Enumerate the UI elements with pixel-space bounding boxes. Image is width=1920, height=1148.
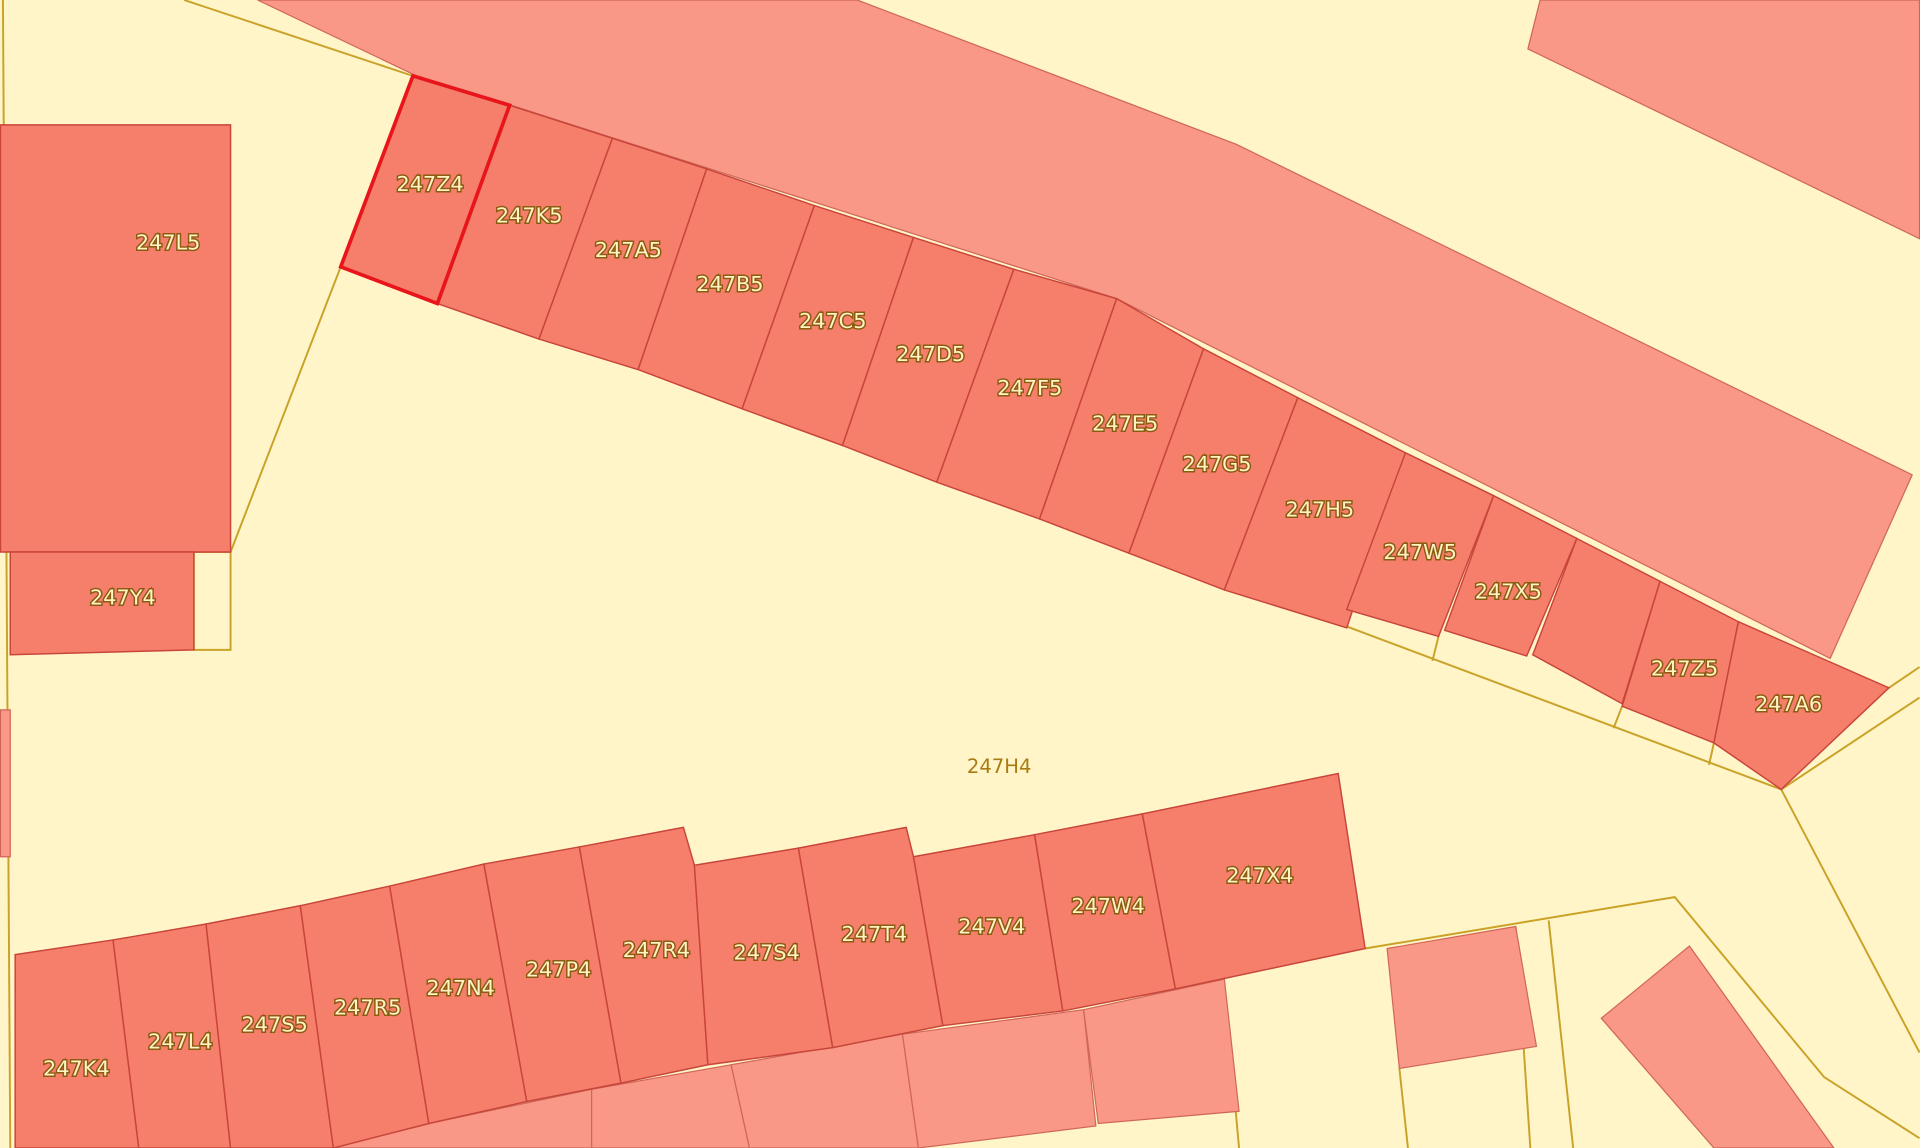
parcel-labels: 247Z4 247K5 247A5 247B5 247C5 247D5 247F… (42, 170, 1824, 1082)
parcel-line (1888, 666, 1920, 689)
parcel-label: 247S5 (242, 1013, 308, 1037)
parcel-label: 247A5 (595, 238, 662, 262)
parcel[interactable] (1345, 451, 1495, 638)
parcel-line (1547, 920, 1575, 1148)
parcel-label: 247X5 (1475, 579, 1542, 603)
parcel-label: 247K4 (43, 1057, 110, 1081)
parcel-label: 247E5 (1092, 412, 1158, 436)
parcel-line (183, 0, 414, 77)
parcel-label: 247H5 (1286, 497, 1355, 521)
parcel-label: 247R5 (334, 995, 401, 1019)
parcel-line (1364, 896, 1920, 1140)
parcel-label: 247T4 (842, 922, 908, 946)
parcel[interactable] (112, 923, 232, 1148)
building (901, 1009, 1097, 1148)
parcel-label: 247N4 (426, 976, 494, 1000)
parcel-label: 247V4 (958, 915, 1025, 939)
parcel-label: 247C5 (799, 309, 866, 333)
parcel[interactable] (1223, 396, 1407, 629)
parcel-label: 247G5 (1182, 452, 1251, 476)
parcel-label: 247B5 (696, 272, 763, 296)
parcel-label: 247R4 (623, 938, 690, 962)
parcel-line (1612, 705, 1624, 729)
parcel-label: 247H4 (967, 755, 1032, 778)
parcel-label: 247L5 (136, 231, 201, 255)
parcel[interactable] (14, 939, 140, 1148)
parcel[interactable] (0, 124, 232, 553)
parcel-label: 247X4 (1226, 863, 1293, 887)
parcel-label: 247S4 (734, 940, 800, 964)
building (0, 709, 11, 858)
parcel-label: 247A6 (1755, 692, 1822, 716)
parcel-line (1398, 1068, 1409, 1148)
parcel-label: 247F5 (997, 376, 1062, 400)
parcel-label: 247D5 (896, 342, 965, 366)
selected-parcel[interactable] (338, 73, 513, 306)
parcel[interactable] (1141, 772, 1366, 990)
building (591, 1064, 751, 1148)
parcel-line (1431, 636, 1440, 662)
parcel[interactable] (1713, 620, 1891, 791)
parcel-line (229, 266, 342, 553)
parcel-label: 247P4 (526, 958, 591, 982)
left-parcels (0, 124, 232, 656)
building (1386, 925, 1538, 1070)
parcel-label: 247L4 (148, 1030, 213, 1054)
parcel-line (1708, 742, 1715, 766)
building (1600, 945, 1835, 1148)
top-row-parcels (338, 73, 1891, 791)
parcel[interactable] (1443, 494, 1578, 657)
parcel-label: 247Y4 (90, 585, 156, 609)
parcel[interactable] (205, 904, 335, 1148)
parcel[interactable] (9, 551, 195, 656)
bottom-row-parcels (14, 772, 1366, 1148)
parcel-label: 247K5 (496, 204, 563, 228)
parcel-label: 247W4 (1071, 894, 1145, 918)
parcel-line (1780, 696, 1920, 791)
parcel-label: 247Z5 (1651, 656, 1718, 680)
parcel-label: 247Z4 (396, 172, 463, 196)
parcel-label: 247W5 (1383, 540, 1457, 564)
building (1082, 978, 1240, 1125)
